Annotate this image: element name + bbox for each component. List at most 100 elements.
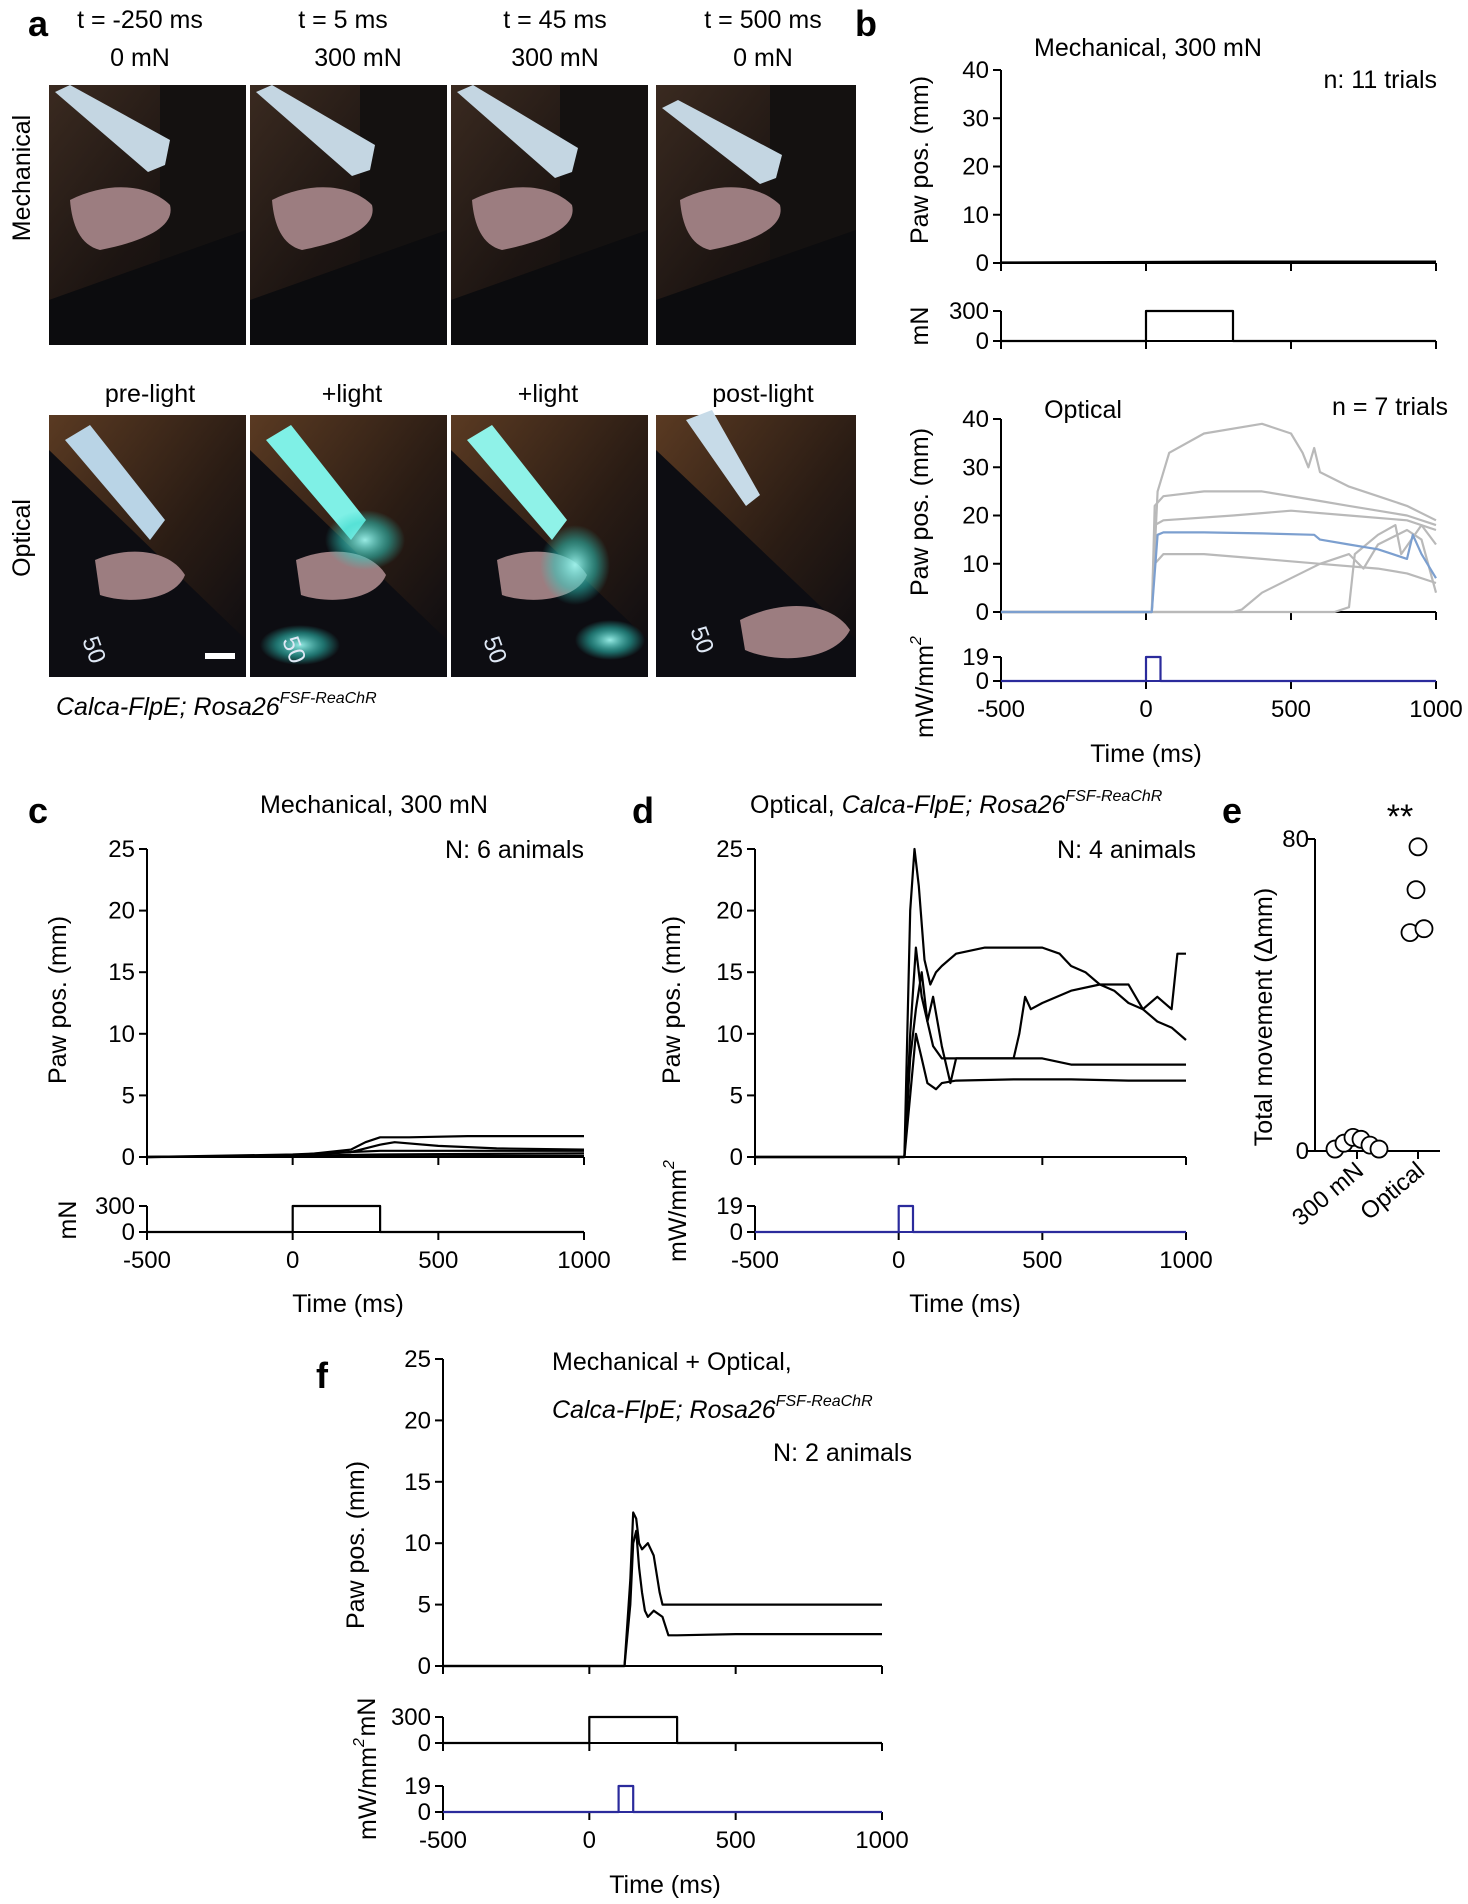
panel-f-title-line1: Mechanical + Optical, — [552, 1348, 792, 1376]
b-optical-ytick-label: 40 — [962, 406, 989, 433]
optical-photo-1: 50 — [49, 415, 246, 677]
f-ytick-label: 0 — [418, 1653, 431, 1680]
panel-f-title-line2: Calca-FlpE; Rosa26FSF-ReaChR — [552, 1393, 873, 1424]
d-ytick-label: 25 — [716, 836, 743, 863]
b-optical-stimulus-xtick-label: 500 — [1271, 696, 1311, 723]
c-stimulus-xtick-label: -500 — [123, 1247, 171, 1274]
row-label-optical: Optical — [8, 499, 36, 577]
c-stimulus-xtick-label: 0 — [286, 1247, 299, 1274]
panel-c-n: N: 6 animals — [445, 836, 584, 864]
panel-d-n: N: 4 animals — [1057, 836, 1196, 864]
e-point-6 — [1369, 1139, 1389, 1159]
force-label-3: 300 mN — [511, 44, 599, 72]
b-mechanical-ytick-label: 10 — [962, 202, 989, 229]
b-optical-series-3 — [1001, 509, 1437, 614]
b-optical-stimulus-ytick-label: 0 — [976, 668, 989, 695]
b-mechanical-ytick-label: 40 — [962, 57, 989, 84]
e-category-label: Optical — [1355, 1157, 1430, 1226]
e-point-10 — [1414, 919, 1434, 939]
b-optical-ytick-label: 20 — [962, 503, 989, 530]
plot-f: 0 5 10 15 20 25 — [404, 1346, 883, 1680]
panel-a-genotype: Calca-FlpE; Rosa26FSF-ReaChR — [56, 690, 377, 721]
optical-label-2: +light — [322, 380, 383, 408]
c-ytick-label: 5 — [122, 1082, 135, 1109]
panel-d-xlabel: Time (ms) — [909, 1290, 1021, 1318]
d-series-2 — [755, 946, 1186, 1159]
f-optical-stimulus-xtick-label: 500 — [716, 1827, 756, 1854]
c-stimulus-xtick-label: 500 — [418, 1247, 458, 1274]
plot-d: 0 5 10 15 20 25 — [716, 836, 1187, 1171]
b-optical-stimulus-series-1 — [1001, 655, 1436, 683]
b-optical-series-5 — [1001, 528, 1438, 614]
panel-e-letter: e — [1222, 790, 1242, 831]
panel-b-xlabel: Time (ms) — [1090, 740, 1202, 768]
c-ytick-label: 0 — [122, 1144, 135, 1171]
d-stimulus-series-1 — [755, 1204, 1186, 1234]
b-mechanical-stimulus-series-1 — [1001, 309, 1436, 343]
panel-d-stim-label: mW/mm2 — [661, 1160, 692, 1262]
b-mechanical-ytick-label: 0 — [976, 250, 989, 277]
plot-d-stimulus: 019-500 0 500 1000 — [716, 1193, 1212, 1274]
plot-b-optical: 0 10 20 30 40 — [962, 406, 1438, 626]
panel-c-stim-label: mN — [54, 1201, 82, 1240]
panel-b-stim-opt-label: mW/mm2 — [908, 636, 939, 738]
d-series-4 — [755, 1032, 1186, 1159]
panel-b-letter: b — [855, 3, 877, 44]
time-label-3: t = 45 ms — [503, 6, 607, 34]
d-ytick-label: 5 — [730, 1082, 743, 1109]
f-optical-stimulus-xtick-label: 0 — [583, 1827, 596, 1854]
c-stimulus-series-1 — [147, 1204, 584, 1234]
optical-photo-2: 50 — [250, 415, 447, 677]
b-optical-stimulus-xtick-label: -500 — [977, 696, 1025, 723]
c-stimulus-xtick-label: 1000 — [557, 1247, 610, 1274]
plot-b-mechanical: 0 10 20 30 40 — [962, 57, 1437, 277]
b-optical-ytick-label: 10 — [962, 551, 989, 578]
panel-c-ylabel: Paw pos. (mm) — [44, 916, 72, 1084]
panel-a-time-labels: t = -250 ms t = 5 ms t = 45 ms t = 500 m… — [77, 6, 822, 72]
force-label-1: 0 mN — [110, 44, 170, 72]
f-series-1 — [443, 1511, 882, 1668]
force-label-4: 0 mN — [733, 44, 793, 72]
optical-photo-3: 50 — [451, 415, 648, 677]
f-optical-stimulus-ytick-label: 19 — [404, 1773, 431, 1800]
panel-e-ylabel: Total movement (Δmm) — [1250, 888, 1278, 1146]
b-optical-series-7 — [1001, 531, 1437, 614]
d-stimulus-xtick-label: 500 — [1022, 1247, 1062, 1274]
panel-a-letter: a — [28, 3, 49, 44]
e-point-8 — [1406, 880, 1426, 900]
optical-photo-4: 50 — [656, 410, 856, 677]
time-label-2: t = 5 ms — [298, 6, 388, 34]
f-mechanical-stimulus-ytick-label: 300 — [391, 1704, 431, 1731]
f-ytick-label: 25 — [404, 1346, 431, 1373]
panel-b-opt-title: Optical — [1044, 396, 1122, 424]
c-ytick-label: 15 — [108, 959, 135, 986]
mechanical-photos — [49, 85, 856, 345]
plot-b-optical-stimulus: 019-500 0 500 1000 — [962, 644, 1462, 723]
mechanical-photo-3 — [451, 85, 648, 345]
f-ytick-label: 5 — [418, 1592, 431, 1619]
d-series-1 — [755, 847, 1187, 1159]
mechanical-photo-4 — [656, 85, 856, 345]
f-ytick-label: 15 — [404, 1469, 431, 1496]
panel-b-stim-mech-label: mN — [906, 307, 934, 346]
b-optical-series-2 — [1001, 490, 1437, 614]
panel-b-ylabel-mech: Paw pos. (mm) — [906, 76, 934, 244]
b-optical-series-1 — [1001, 422, 1437, 614]
f-optical-stimulus-xtick-label: 1000 — [855, 1827, 908, 1854]
panel-f-letter: f — [316, 1355, 329, 1396]
plot-c: 0 5 10 15 20 25 — [108, 836, 585, 1171]
panel-f-stim-mech-label: mN — [353, 1698, 381, 1737]
c-ytick-label: 10 — [108, 1021, 135, 1048]
b-mechanical-series-1 — [1000, 260, 1436, 264]
b-mechanical-ytick-label: 30 — [962, 105, 989, 132]
b-mechanical-stimulus-ytick-label: 0 — [976, 328, 989, 355]
panel-b-mech-n: n: 11 trials — [1324, 66, 1437, 94]
b-mechanical-ytick-label: 20 — [962, 154, 989, 181]
panel-b-ylabel-opt: Paw pos. (mm) — [906, 428, 934, 596]
b-optical-stimulus-ytick-label: 19 — [962, 644, 989, 671]
e-ytick-label: 80 — [1282, 826, 1309, 853]
panel-d-letter: d — [632, 790, 654, 831]
f-mechanical-stimulus-series-1 — [443, 1715, 882, 1745]
